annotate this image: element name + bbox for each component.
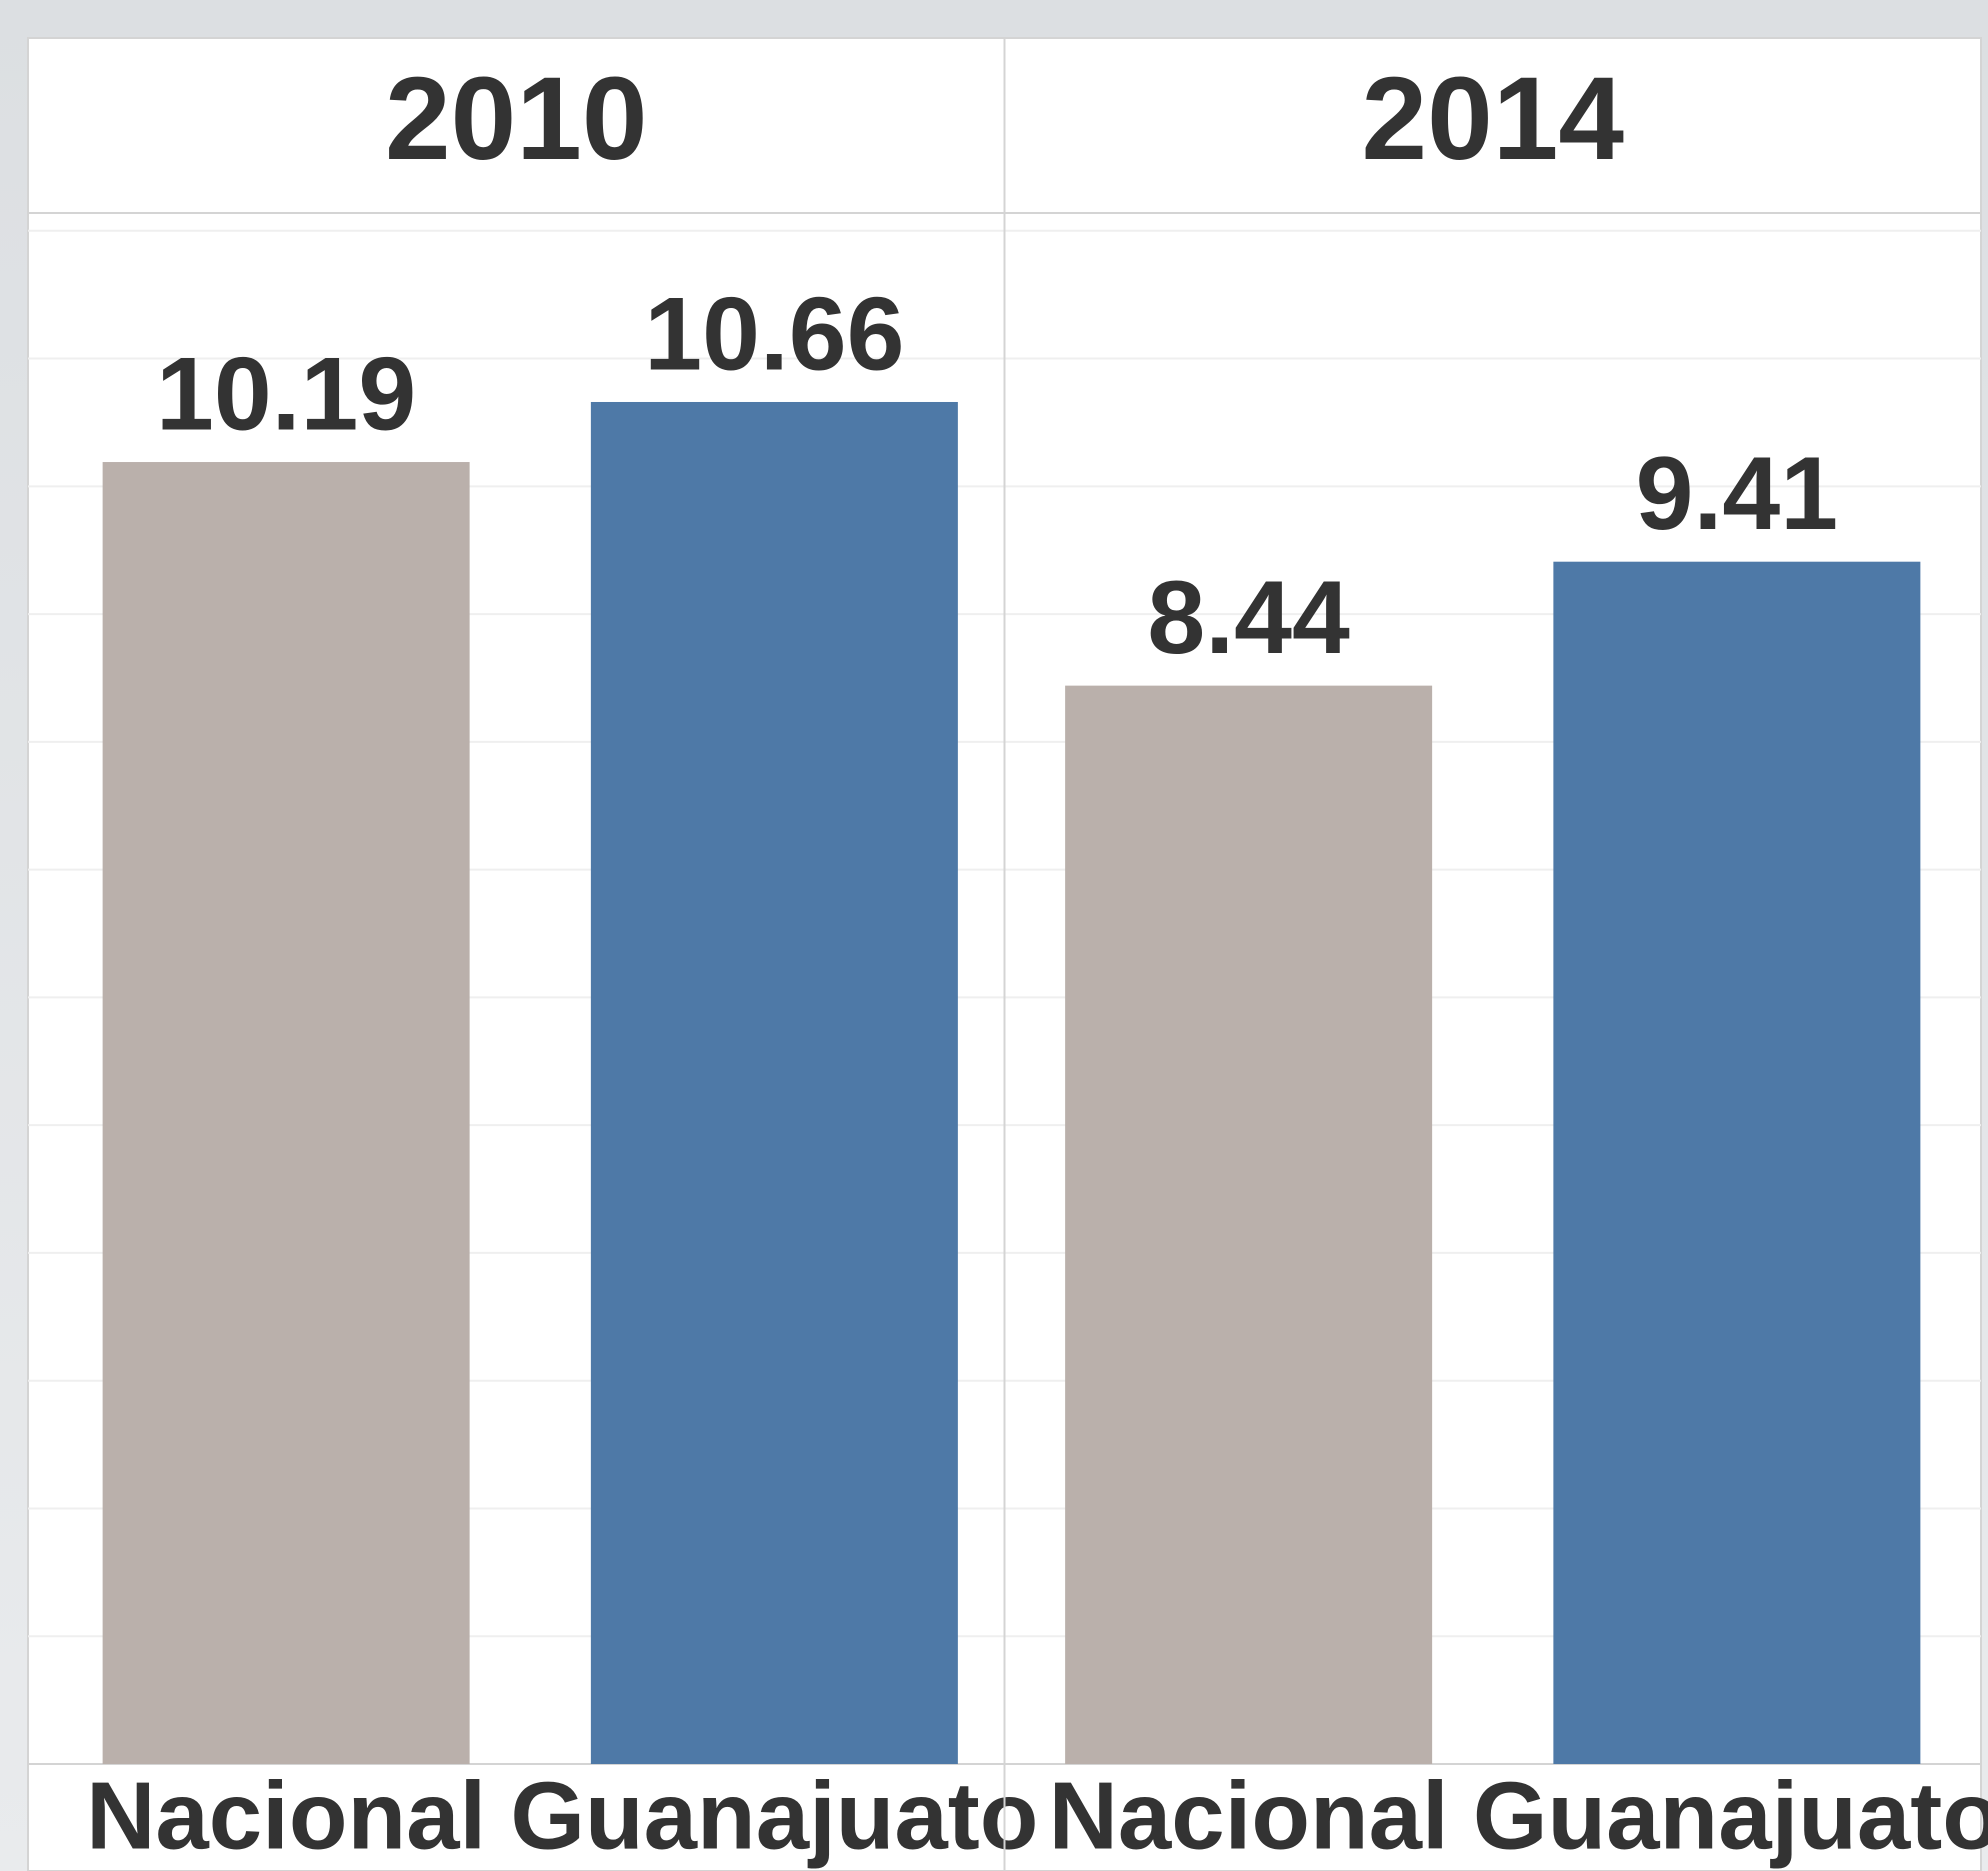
x-tick-label: Nacional: [86, 1762, 486, 1869]
value-label: 10.19: [156, 337, 416, 453]
x-tick-label: Guanajuato: [1473, 1762, 1988, 1869]
panel-title: 2010: [385, 53, 648, 185]
bar: [590, 401, 958, 1764]
value-label: 10.66: [644, 276, 904, 392]
bar: [1553, 561, 1921, 1764]
value-label: 8.44: [1147, 560, 1350, 676]
bar: [1065, 685, 1433, 1764]
x-tick-label: Guanajuato: [510, 1762, 1038, 1869]
value-label: 9.41: [1636, 436, 1838, 552]
panel-title: 2014: [1361, 53, 1624, 185]
x-tick-label: Nacional: [1049, 1762, 1449, 1869]
bar: [102, 462, 470, 1764]
